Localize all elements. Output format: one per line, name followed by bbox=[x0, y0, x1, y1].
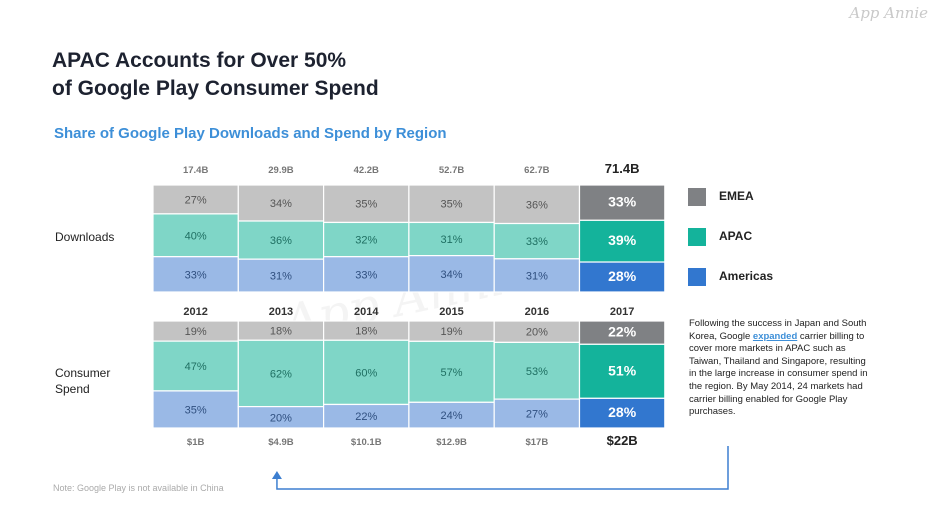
downloads-total-2017: 71.4B bbox=[605, 161, 640, 176]
spend-bar-apac-2016 bbox=[493, 341, 581, 400]
spend-bar-americas-2017 bbox=[578, 397, 666, 429]
description-before: Following the success in Japan and South… bbox=[689, 318, 867, 342]
downloads-data-label-apac-2017: 39% bbox=[608, 232, 637, 248]
year-tick-2015: 2015 bbox=[439, 306, 463, 318]
year-tick-2012: 2012 bbox=[183, 306, 207, 318]
spend-data-label-apac-2012: 47% bbox=[185, 361, 207, 373]
connector-arrow-head bbox=[271, 471, 282, 479]
legend-swatch-emea bbox=[688, 188, 706, 206]
spend-data-label-apac-2015: 57% bbox=[441, 367, 463, 379]
downloads-bar-emea-2017 bbox=[578, 184, 666, 221]
legend-swatch-americas bbox=[688, 268, 706, 286]
spend-data-label-emea-2012: 19% bbox=[185, 326, 207, 338]
spend-bar-americas-2016 bbox=[493, 398, 581, 429]
downloads-data-label-apac-2015: 31% bbox=[441, 234, 463, 246]
title-line-2: of Google Play Consumer Spend bbox=[52, 77, 379, 100]
spend-data-label-apac-2014: 60% bbox=[355, 367, 377, 379]
spend-data-label-apac-2013: 62% bbox=[270, 368, 292, 380]
legend-swatch-apac bbox=[688, 228, 706, 246]
spend-bar-apac-2017 bbox=[578, 343, 666, 399]
title-line-1: APAC Accounts for Over 50% bbox=[52, 49, 347, 72]
page-title: APAC Accounts for Over 50% of Google Pla… bbox=[52, 47, 379, 103]
legend-label-emea: EMEA bbox=[719, 189, 754, 203]
spend-data-label-americas-2012: 35% bbox=[185, 404, 207, 416]
spend-data-label-emea-2014: 18% bbox=[355, 326, 377, 338]
downloads-data-label-emea-2014: 35% bbox=[355, 199, 377, 211]
spend-total-2015: $12.9B bbox=[436, 437, 467, 448]
downloads-bar-americas-2012 bbox=[152, 256, 239, 293]
downloads-data-label-emea-2016: 36% bbox=[526, 199, 548, 211]
downloads-bar-emea-2014 bbox=[323, 184, 410, 224]
downloads-data-label-americas-2012: 33% bbox=[185, 269, 207, 281]
year-tick-2014: 2014 bbox=[354, 306, 379, 318]
downloads-bar-apac-2017 bbox=[578, 219, 666, 263]
spend-row-label: Consumer Spend bbox=[55, 365, 110, 397]
spend-data-label-emea-2017: 22% bbox=[608, 324, 637, 340]
downloads-bar-apac-2014 bbox=[323, 221, 410, 258]
spend-data-label-americas-2016: 27% bbox=[526, 409, 548, 421]
spend-total-2016: $17B bbox=[525, 437, 548, 448]
legend-label-apac: APAC bbox=[719, 229, 753, 243]
spend-data-label-americas-2015: 24% bbox=[441, 410, 463, 422]
spend-data-label-americas-2013: 20% bbox=[270, 412, 292, 424]
downloads-data-label-americas-2014: 33% bbox=[355, 269, 377, 281]
downloads-data-label-americas-2016: 31% bbox=[526, 270, 548, 282]
downloads-bar-americas-2013 bbox=[237, 258, 325, 293]
spend-total-2017: $22B bbox=[607, 433, 638, 448]
legend-label-americas: Americas bbox=[719, 269, 774, 283]
connector-arrow-line bbox=[276, 446, 729, 490]
downloads-total-2012: 17.4B bbox=[183, 165, 208, 176]
downloads-data-label-americas-2017: 28% bbox=[608, 268, 637, 284]
downloads-data-label-emea-2017: 33% bbox=[608, 194, 637, 210]
spend-bar-americas-2015 bbox=[408, 401, 495, 429]
spend-row-label-line-1: Consumer bbox=[55, 366, 111, 380]
downloads-row-label: Downloads bbox=[55, 230, 115, 244]
downloads-data-label-americas-2013: 31% bbox=[270, 271, 292, 283]
downloads-data-label-apac-2012: 40% bbox=[185, 230, 207, 242]
downloads-total-2015: 52.7B bbox=[439, 165, 464, 176]
year-tick-2016: 2016 bbox=[525, 306, 549, 318]
chart-subtitle: Share of Google Play Downloads and Spend… bbox=[54, 125, 447, 142]
spend-data-label-apac-2016: 53% bbox=[526, 366, 548, 378]
year-tick-2013: 2013 bbox=[269, 306, 293, 318]
spend-data-label-apac-2017: 51% bbox=[608, 362, 637, 378]
spend-bar-apac-2014 bbox=[323, 339, 410, 406]
downloads-bar-emea-2015 bbox=[408, 184, 495, 224]
downloads-bar-americas-2015 bbox=[408, 255, 495, 293]
downloads-total-2013: 29.9B bbox=[268, 165, 293, 176]
downloads-bar-apac-2012 bbox=[152, 213, 239, 258]
downloads-data-label-americas-2015: 34% bbox=[441, 269, 463, 281]
footnote: Note: Google Play is not available in Ch… bbox=[53, 483, 224, 493]
downloads-data-label-apac-2016: 33% bbox=[526, 236, 548, 248]
spend-data-label-emea-2015: 19% bbox=[441, 326, 463, 338]
spend-data-label-americas-2017: 28% bbox=[608, 404, 637, 420]
spend-total-2012: $1B bbox=[187, 437, 205, 448]
downloads-data-label-apac-2013: 36% bbox=[270, 235, 292, 247]
downloads-total-2014: 42.2B bbox=[354, 165, 379, 176]
downloads-bar-apac-2016 bbox=[493, 222, 581, 260]
year-tick-2017: 2017 bbox=[610, 306, 634, 318]
spend-total-2014: $10.1B bbox=[351, 437, 382, 448]
spend-data-label-emea-2016: 20% bbox=[526, 327, 548, 339]
expanded-link[interactable]: expanded bbox=[752, 330, 798, 342]
brand-logo: App Annie bbox=[849, 4, 928, 22]
description-text: Following the success in Japan and South… bbox=[689, 318, 871, 419]
spend-data-label-emea-2013: 18% bbox=[270, 326, 292, 338]
downloads-bar-emea-2016 bbox=[493, 184, 581, 225]
spend-row-label-line-2: Spend bbox=[55, 382, 90, 396]
spend-total-2013: $4.9B bbox=[268, 437, 293, 448]
description-after: carrier billing to cover more markets in… bbox=[689, 330, 868, 418]
downloads-bar-americas-2017 bbox=[578, 261, 666, 293]
downloads-data-label-emea-2013: 34% bbox=[270, 198, 292, 210]
downloads-bar-americas-2016 bbox=[493, 258, 581, 293]
downloads-data-label-apac-2014: 32% bbox=[355, 235, 377, 247]
downloads-data-label-emea-2015: 35% bbox=[441, 199, 463, 211]
downloads-total-2016: 62.7B bbox=[524, 165, 549, 176]
downloads-bar-apac-2013 bbox=[237, 220, 325, 260]
downloads-data-label-emea-2012: 27% bbox=[185, 194, 207, 206]
spend-data-label-americas-2014: 22% bbox=[355, 411, 377, 423]
